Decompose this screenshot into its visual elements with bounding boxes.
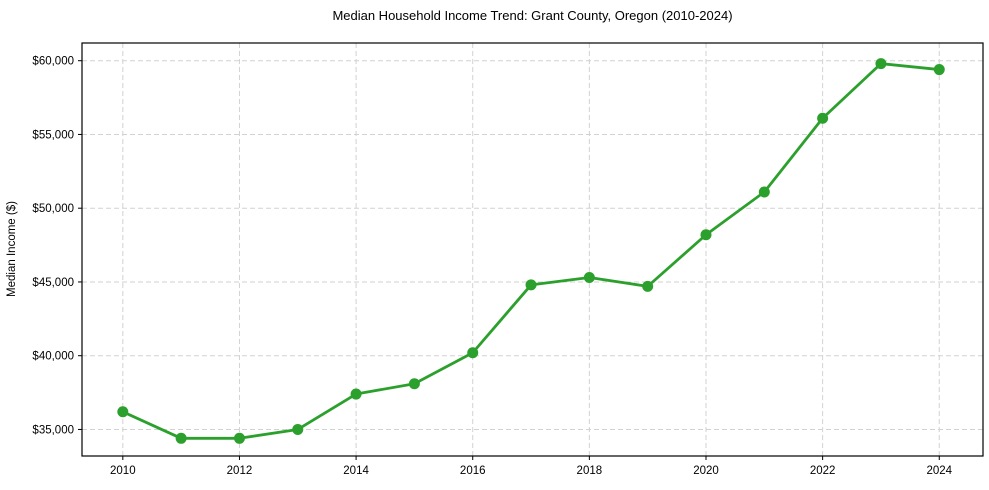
x-tick-label: 2012 [227, 465, 253, 477]
data-point-2014 [350, 388, 362, 400]
x-tick-label: 2018 [577, 465, 603, 477]
plot-border [81, 42, 984, 457]
data-point-2013 [292, 423, 304, 435]
data-point-2012 [233, 432, 245, 444]
y-tick-label: $60,000 [32, 56, 74, 68]
y-tick-label: $40,000 [32, 351, 74, 363]
data-point-2011 [175, 432, 187, 444]
y-tick-label: $55,000 [32, 129, 74, 141]
data-point-2019 [642, 280, 654, 292]
y-tick-label: $45,000 [32, 277, 74, 289]
y-tick-label: $50,000 [32, 203, 74, 215]
data-point-2017 [525, 279, 537, 291]
income-trend-line [121, 62, 941, 440]
x-tick-label: 2016 [460, 465, 486, 477]
data-point-2021 [758, 186, 770, 198]
x-tick-label: 2020 [693, 465, 719, 477]
chart-title: Median Household Income Trend: Grant Cou… [332, 8, 733, 23]
data-point-2016 [467, 347, 479, 359]
y-tick-label: $35,000 [32, 424, 74, 436]
data-point-2020 [700, 229, 712, 241]
data-point-2010 [117, 406, 129, 418]
x-tick-label: 2024 [926, 465, 952, 477]
x-tick-label: 2022 [810, 465, 836, 477]
data-point-2022 [817, 112, 829, 124]
x-tick-label: 2010 [110, 465, 136, 477]
data-point-2018 [583, 272, 595, 284]
data-point-2024 [933, 64, 945, 76]
data-point-2015 [408, 378, 420, 390]
data-point-2023 [875, 58, 887, 70]
x-tick-label: 2014 [343, 465, 369, 477]
